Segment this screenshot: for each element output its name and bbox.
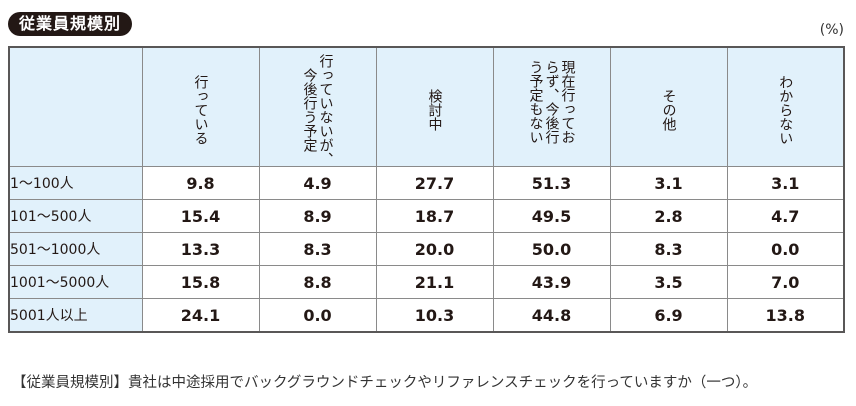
- table-cell: 50.0: [492, 232, 611, 266]
- table-row: 5001人以上 24.1 0.0 10.3 44.8 6.9 13.8: [8, 298, 845, 333]
- table-cell: 2.8: [609, 199, 728, 233]
- table-cell: 49.5: [492, 199, 611, 233]
- table-row: 101～500人 15.4 8.9 18.7 49.5 2.8 4.7: [8, 199, 845, 233]
- table-cell: 3.5: [609, 265, 728, 299]
- column-header: その他: [609, 46, 728, 167]
- table-cell: 4.9: [258, 166, 377, 200]
- column-header: 行っている: [141, 46, 260, 167]
- column-header-label: 現在行っておらず、今後行う予定もない: [527, 60, 576, 144]
- table-cell: 51.3: [492, 166, 611, 200]
- table-cell: 27.7: [375, 166, 494, 200]
- table-cell: 21.1: [375, 265, 494, 299]
- table-cell: 9.8: [141, 166, 260, 200]
- table-cell: 8.8: [258, 265, 377, 299]
- table-cell: 44.8: [492, 298, 611, 333]
- table-cell: 8.3: [609, 232, 728, 266]
- unit-label: (%): [819, 22, 844, 38]
- column-header-label: 行っている: [192, 75, 209, 145]
- table-cell: 20.0: [375, 232, 494, 266]
- table-cell: 0.0: [726, 232, 845, 266]
- table-cell: 15.4: [141, 199, 260, 233]
- table-cell: 10.3: [375, 298, 494, 333]
- column-header-label: 行っていないが、今後行う予定: [301, 54, 334, 166]
- table-cell: 3.1: [609, 166, 728, 200]
- table-cell: 7.0: [726, 265, 845, 299]
- column-header-label: その他: [660, 89, 677, 131]
- table-cell: 13.8: [726, 298, 845, 333]
- row-label: 5001人以上: [8, 298, 143, 333]
- table-cell: 15.8: [141, 265, 260, 299]
- table-cell: 8.3: [258, 232, 377, 266]
- row-label: 501～1000人: [8, 232, 143, 266]
- table-cell: 0.0: [258, 298, 377, 333]
- table-cell: 4.7: [726, 199, 845, 233]
- table-row: 1～100人 9.8 4.9 27.7 51.3 3.1 3.1: [8, 166, 845, 200]
- table-cell: 43.9: [492, 265, 611, 299]
- column-header: 現在行っておらず、今後行う予定もない: [492, 46, 611, 167]
- column-header-label: 検討中: [426, 89, 443, 131]
- table-cell: 6.9: [609, 298, 728, 333]
- row-label: 1～100人: [8, 166, 143, 200]
- table-row: 501～1000人 13.3 8.3 20.0 50.0 8.3 0.0: [8, 232, 845, 266]
- corner-cell: [8, 46, 143, 167]
- table-cell: 13.3: [141, 232, 260, 266]
- header-row: 行っている 行っていないが、今後行う予定 検討中 現在行っておらず、今後行う予定…: [8, 46, 845, 167]
- table-row: 1001～5000人 15.8 8.8 21.1 43.9 3.5 7.0: [8, 265, 845, 299]
- column-header: 検討中: [375, 46, 494, 167]
- column-header: 行っていないが、今後行う予定: [258, 46, 377, 167]
- section-title-badge: 従業員規模別: [8, 12, 133, 36]
- row-label: 101～500人: [8, 199, 143, 233]
- table-cell: 3.1: [726, 166, 845, 200]
- table-caption: 【従業員規模別】貴社は中途採用でバックグラウンドチェックやリファレンスチェックを…: [12, 375, 758, 391]
- table-cell: 18.7: [375, 199, 494, 233]
- table-cell: 8.9: [258, 199, 377, 233]
- column-header-label: わからない: [777, 75, 794, 145]
- column-header: わからない: [726, 46, 845, 167]
- row-label: 1001～5000人: [8, 265, 143, 299]
- data-table: 行っている 行っていないが、今後行う予定 検討中 現在行っておらず、今後行う予定…: [8, 46, 845, 333]
- table-cell: 24.1: [141, 298, 260, 333]
